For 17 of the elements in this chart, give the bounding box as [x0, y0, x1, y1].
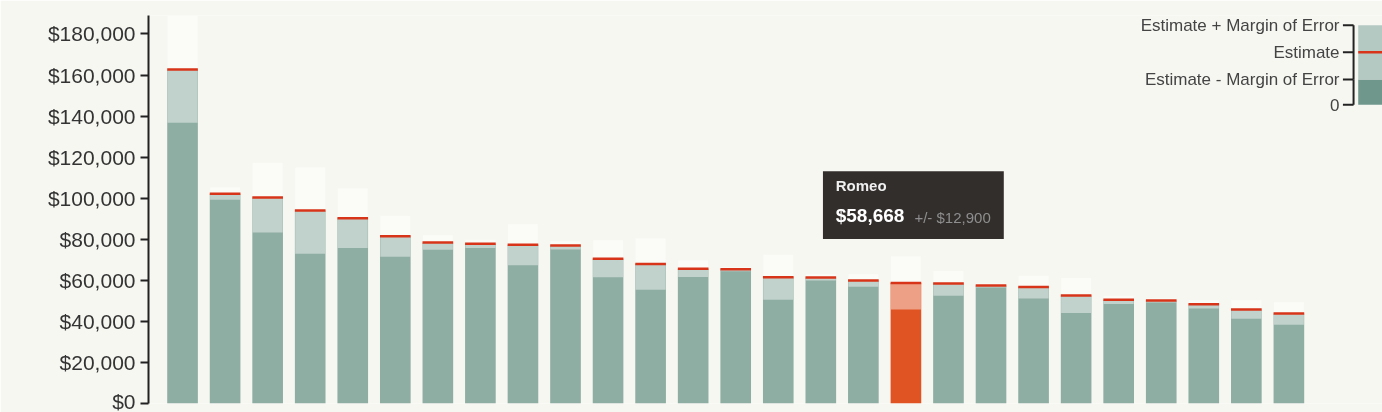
y-tick-label: $140,000: [47, 104, 136, 128]
annotation: Estimate - Margin of Error: [1144, 70, 1340, 90]
annotation: +/- $12,900: [914, 208, 991, 226]
y-tick-label: $20,000: [59, 350, 136, 374]
y-tick-label: $60,000: [59, 268, 136, 292]
y-tick-label: $180,000: [47, 22, 136, 46]
y-tick-label: $80,000: [59, 227, 136, 251]
y-tick-label: $0: [112, 389, 136, 412]
text: 0: [1330, 95, 1340, 115]
annotation: Estimate + Margin of Error: [1140, 15, 1340, 35]
y-tick-label: $160,000: [47, 63, 136, 87]
annotation: $58,668: [835, 204, 905, 226]
y-tick-label: $40,000: [59, 309, 136, 333]
y-tick-label: $100,000: [47, 186, 136, 210]
annotation: Romeo: [835, 177, 887, 195]
y-tick-label: $120,000: [47, 145, 136, 169]
annotation: Estimate: [1273, 42, 1340, 62]
